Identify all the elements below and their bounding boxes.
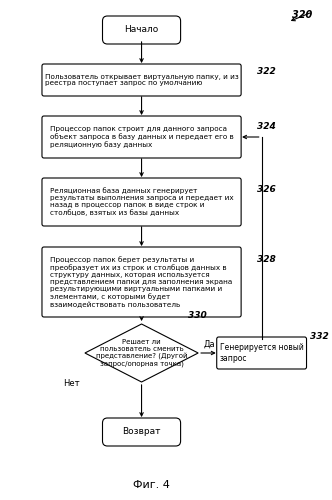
Text: 324: 324 [257,122,276,131]
FancyBboxPatch shape [42,247,241,317]
Text: 332: 332 [310,332,329,341]
Text: Нет: Нет [63,379,80,388]
Text: Начало: Начало [124,26,159,35]
Text: Процессор папок берет результаты и
преобразует их из строк и столбцов данных в
с: Процессор папок берет результаты и преоб… [50,256,233,308]
FancyBboxPatch shape [103,418,181,446]
FancyBboxPatch shape [42,178,241,226]
Text: Да: Да [204,340,216,349]
Text: 322: 322 [257,67,276,76]
Polygon shape [85,324,198,382]
Text: Возврат: Возврат [122,428,161,436]
FancyBboxPatch shape [42,64,241,96]
Text: 330: 330 [188,311,207,320]
Text: Пользователь открывает виртуальную папку, и из
реестра поступает запрос по умолч: Пользователь открывает виртуальную папку… [45,74,238,86]
Text: Фиг. 4: Фиг. 4 [133,480,170,490]
Text: 320: 320 [292,10,313,20]
Text: Генерируется новый
запрос: Генерируется новый запрос [220,344,303,362]
Text: 326: 326 [257,185,276,194]
Text: Процессор папок строит для данного запроса
объект запроса в базу данных и переда: Процессор папок строит для данного запро… [50,126,233,148]
Text: Реляционная база данных генерирует
результаты выполнения запроса и передает их
н: Реляционная база данных генерирует резул… [50,188,233,216]
Text: Решает ли
пользователь сменить
представление? (Другой
запрос/опорная точка): Решает ли пользователь сменить представл… [96,338,187,368]
FancyBboxPatch shape [42,116,241,158]
FancyBboxPatch shape [217,337,306,369]
Text: 328: 328 [257,255,276,264]
FancyBboxPatch shape [103,16,181,44]
